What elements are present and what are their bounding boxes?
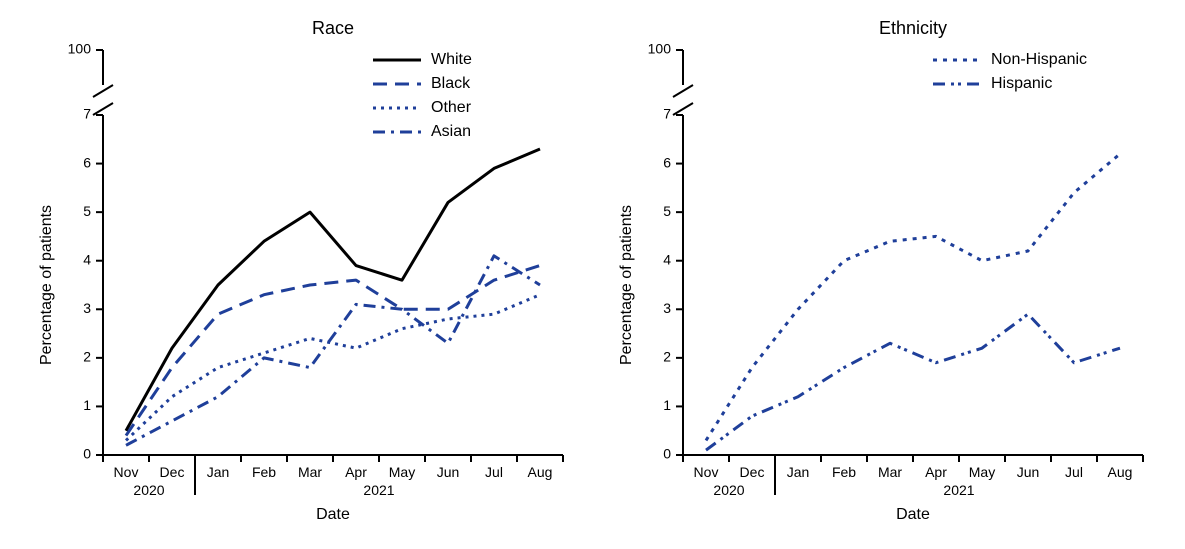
svg-text:2021: 2021	[943, 482, 974, 498]
svg-text:May: May	[968, 464, 994, 480]
chart-panel: 0 1 2 3 4 5 6 7 100 Nov Dec Jan Feb Mar Apr May Jun Jul Au…	[23, 10, 583, 530]
svg-text:2: 2	[663, 349, 671, 365]
legend-label: Asian	[431, 123, 471, 140]
svg-text:Dec: Dec	[739, 464, 764, 480]
svg-text:100: 100	[647, 41, 671, 57]
legend-label: White	[431, 51, 472, 68]
svg-text:Mar: Mar	[297, 464, 321, 480]
svg-text:7: 7	[83, 106, 91, 122]
svg-text:0: 0	[663, 446, 671, 462]
legend-label: Other	[431, 99, 472, 116]
svg-text:Feb: Feb	[251, 464, 275, 480]
svg-text:Apr: Apr	[345, 464, 367, 480]
svg-text:Jun: Jun	[1016, 464, 1039, 480]
svg-text:1: 1	[663, 397, 671, 413]
svg-text:4: 4	[83, 251, 91, 267]
svg-text:Percentage of patients: Percentage of patients	[38, 205, 55, 365]
svg-text:Aug: Aug	[527, 464, 552, 480]
svg-text:2: 2	[83, 349, 91, 365]
svg-text:Nov: Nov	[693, 464, 718, 480]
svg-text:Jun: Jun	[436, 464, 459, 480]
svg-text:Race: Race	[311, 18, 353, 38]
svg-text:Jan: Jan	[786, 464, 809, 480]
svg-text:Percentage of patients: Percentage of patients	[618, 205, 635, 365]
svg-text:Date: Date	[316, 506, 350, 523]
svg-text:0: 0	[83, 446, 91, 462]
svg-text:2020: 2020	[133, 482, 164, 498]
svg-text:4: 4	[663, 251, 671, 267]
svg-text:Jan: Jan	[206, 464, 229, 480]
svg-text:Mar: Mar	[877, 464, 901, 480]
chart-panel: 0 1 2 3 4 5 6 7 100 Nov Dec Jan Feb Mar Apr May Jun Jul Au…	[603, 10, 1163, 530]
svg-text:5: 5	[83, 203, 91, 219]
svg-text:3: 3	[663, 300, 671, 316]
svg-text:2021: 2021	[363, 482, 394, 498]
legend-label: Non-Hispanic	[991, 51, 1087, 68]
panel-wrap: 0 1 2 3 4 5 6 7 100 Nov Dec Jan Feb Mar Apr May Jun Jul Au…	[603, 10, 1163, 530]
svg-text:Jul: Jul	[1065, 464, 1083, 480]
svg-text:Ethnicity: Ethnicity	[878, 18, 946, 38]
legend-label: Hispanic	[991, 75, 1052, 92]
chart-panels: 0 1 2 3 4 5 6 7 100 Nov Dec Jan Feb Mar Apr May Jun Jul Au…	[10, 10, 1175, 530]
svg-text:Dec: Dec	[159, 464, 184, 480]
svg-text:3: 3	[83, 300, 91, 316]
svg-text:Jul: Jul	[485, 464, 503, 480]
svg-text:Aug: Aug	[1107, 464, 1132, 480]
svg-text:May: May	[388, 464, 414, 480]
svg-text:Feb: Feb	[831, 464, 855, 480]
svg-text:7: 7	[663, 106, 671, 122]
svg-text:1: 1	[83, 397, 91, 413]
svg-text:Date: Date	[896, 506, 930, 523]
svg-text:2020: 2020	[713, 482, 744, 498]
svg-text:Nov: Nov	[113, 464, 138, 480]
svg-text:5: 5	[663, 203, 671, 219]
svg-text:Apr: Apr	[925, 464, 947, 480]
panel-wrap: 0 1 2 3 4 5 6 7 100 Nov Dec Jan Feb Mar Apr May Jun Jul Au…	[23, 10, 583, 530]
svg-text:6: 6	[83, 154, 91, 170]
legend-label: Black	[431, 75, 471, 92]
svg-text:100: 100	[67, 41, 91, 57]
svg-text:6: 6	[663, 154, 671, 170]
